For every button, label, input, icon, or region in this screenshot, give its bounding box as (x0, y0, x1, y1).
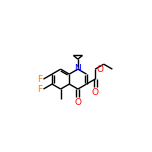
Text: F: F (38, 75, 43, 84)
Text: O: O (96, 65, 103, 74)
Text: O: O (74, 98, 81, 107)
Text: O: O (92, 88, 99, 97)
Text: F: F (38, 85, 43, 93)
Text: N: N (74, 64, 81, 73)
